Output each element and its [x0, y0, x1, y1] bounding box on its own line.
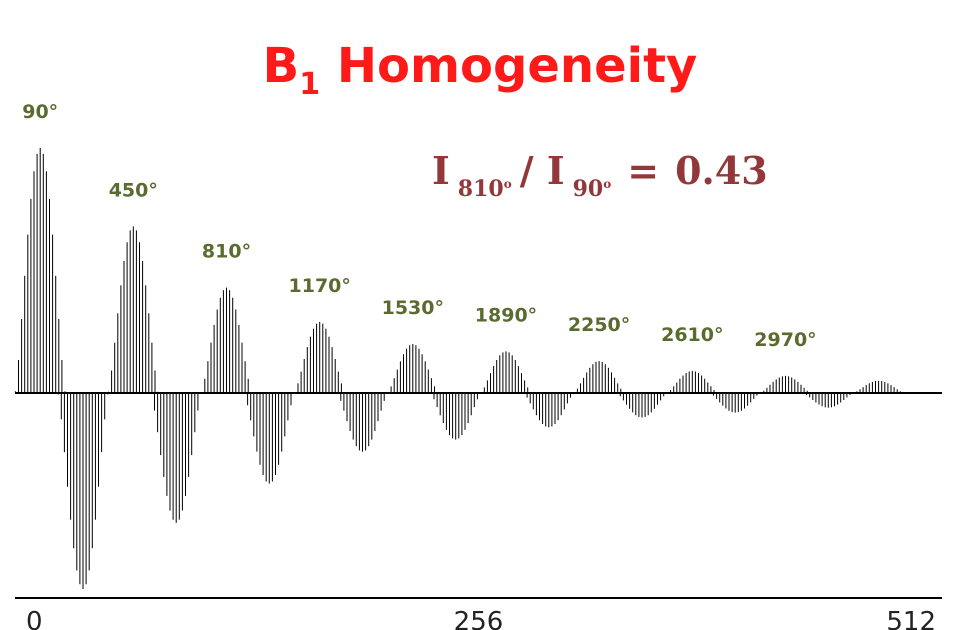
x-tick-labels: 0 256 512 — [26, 607, 936, 630]
ratio-sub-90: 90o — [572, 176, 612, 202]
ratio-sub-810: 810o — [457, 176, 512, 202]
x-tick-2: 512 — [886, 607, 936, 630]
title-main: B — [262, 38, 300, 94]
slide-title: B1 Homogeneity — [0, 38, 960, 102]
peak-label-8: 2970° — [754, 329, 816, 351]
x-tick-0: 0 — [26, 607, 43, 630]
peak-label-3: 1170° — [289, 275, 351, 297]
peak-label-6: 2250° — [568, 314, 630, 336]
signal-bars — [14, 148, 901, 589]
peak-label-0: 90° — [22, 101, 58, 123]
title-rest: Homogeneity — [320, 38, 698, 94]
x-tick-1: 256 — [454, 607, 504, 630]
peak-label-7: 2610° — [661, 324, 723, 346]
title-subscript: 1 — [299, 67, 321, 102]
ratio-slash: / I — [519, 148, 565, 193]
ratio-lhs: I — [432, 148, 450, 193]
peak-label-1: 450° — [109, 179, 158, 201]
peak-labels: 90° 450° 810° 1170° 1530° 1890° 2250° 2610° 2970… — [22, 101, 816, 351]
peak-label-2: 810° — [202, 241, 251, 263]
peak-label-5: 1890° — [475, 304, 537, 326]
ratio-value: 0.43 — [675, 148, 768, 193]
peak-label-4: 1530° — [382, 297, 444, 319]
ratio-equals: = — [627, 148, 660, 193]
intensity-ratio: I 810o / I 90o = 0.43 — [432, 148, 768, 202]
